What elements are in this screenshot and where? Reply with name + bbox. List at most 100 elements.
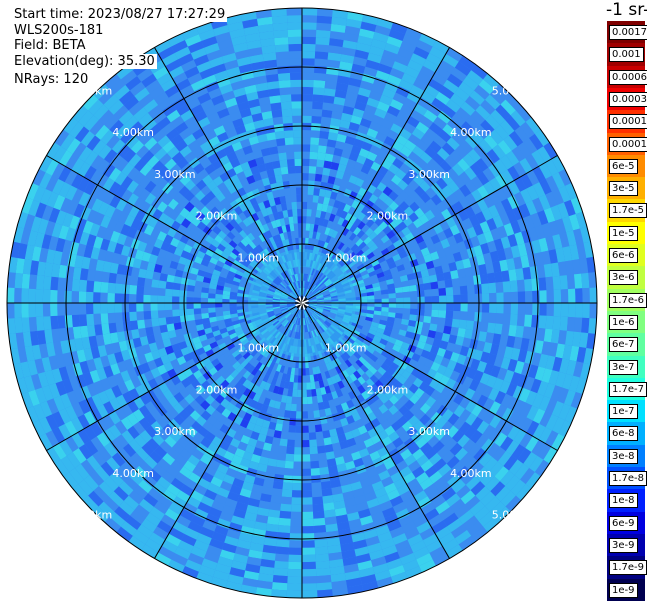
field-cell — [223, 282, 232, 288]
field-cell — [349, 381, 358, 391]
field-cell — [352, 257, 361, 265]
field-cell — [247, 364, 256, 374]
field-cell — [273, 309, 282, 314]
field-cell — [374, 294, 382, 300]
field-cell — [323, 321, 331, 328]
field-cell — [302, 144, 311, 152]
field-cell — [509, 280, 518, 293]
field-cell — [308, 316, 313, 324]
field-cell — [322, 233, 329, 242]
field-cell — [309, 304, 317, 307]
field-cell — [356, 393, 365, 404]
colorbar-tick-label: 1.7e-5 — [609, 203, 647, 219]
field-cell — [268, 213, 276, 222]
field-cell — [324, 304, 332, 307]
field-cell — [305, 230, 310, 238]
field-cell — [302, 482, 312, 491]
field-cell — [200, 307, 209, 314]
field-cell — [278, 445, 287, 454]
field-cell — [296, 396, 302, 405]
range-ring-label: 3.00km — [154, 168, 196, 181]
field-cell — [289, 294, 296, 299]
field-cell — [437, 280, 446, 289]
field-cell — [388, 303, 397, 308]
field-cell — [225, 374, 235, 384]
field-cell — [36, 316, 45, 331]
field-cell — [285, 144, 295, 153]
field-cell — [285, 453, 295, 462]
field-cell — [234, 390, 243, 400]
field-cell — [545, 276, 554, 291]
field-cell — [277, 210, 284, 220]
field-cell — [107, 282, 116, 294]
field-cell — [372, 350, 381, 359]
field-cell — [280, 166, 289, 175]
field-cell — [320, 372, 327, 381]
field-cell — [192, 336, 201, 345]
field-cell — [214, 234, 224, 244]
field-cell — [237, 332, 246, 340]
field-cell — [250, 375, 259, 385]
field-cell — [353, 246, 362, 255]
field-cell — [298, 368, 302, 376]
field-cell — [281, 308, 289, 313]
field-cell — [302, 108, 313, 116]
field-cell — [381, 298, 389, 303]
field-cell — [219, 327, 228, 335]
field-cell — [78, 291, 87, 303]
field-cell — [272, 306, 281, 310]
field-cell — [343, 351, 351, 360]
field-cell — [287, 297, 295, 301]
field-cell — [310, 314, 317, 322]
field-cell — [273, 400, 281, 410]
field-cell — [312, 366, 318, 375]
field-cell — [364, 263, 374, 271]
field-cell — [285, 239, 290, 247]
field-cell — [287, 568, 302, 577]
field-cell — [303, 310, 306, 318]
field-cell — [304, 288, 307, 296]
field-cell — [395, 297, 404, 303]
field-cell — [275, 289, 283, 294]
field-cell — [458, 277, 467, 287]
field-cell — [360, 270, 369, 277]
field-cell — [323, 307, 331, 311]
field-cell — [582, 287, 590, 303]
field-cell — [303, 288, 306, 296]
field-cell — [304, 288, 309, 296]
field-cell — [85, 303, 94, 315]
field-cell — [347, 356, 356, 365]
field-cell — [402, 313, 410, 320]
field-cell — [573, 317, 583, 333]
field-cell — [288, 284, 294, 291]
field-cell — [368, 342, 378, 351]
field-cell — [298, 288, 301, 296]
field-cell — [387, 375, 398, 386]
field-cell — [305, 324, 309, 333]
field-cell — [179, 309, 188, 316]
field-cell — [304, 310, 308, 318]
field-cell — [307, 324, 312, 332]
field-cell — [362, 259, 372, 267]
field-cell — [302, 411, 309, 419]
field-cell — [331, 299, 339, 302]
field-cell — [358, 252, 367, 261]
field-cell — [193, 308, 202, 315]
field-cell — [311, 482, 322, 491]
field-cell — [312, 313, 318, 320]
field-cell — [394, 258, 404, 267]
field-cell — [302, 590, 318, 598]
field-cell — [328, 313, 337, 318]
field-cell — [288, 554, 302, 563]
field-cell — [143, 303, 151, 312]
field-cell — [345, 221, 354, 231]
field-cell — [539, 303, 547, 316]
field-cell — [209, 341, 219, 349]
field-cell — [218, 255, 227, 264]
field-cell — [316, 582, 333, 591]
field-cell — [268, 198, 276, 207]
field-cell — [287, 296, 295, 301]
field-cell — [239, 367, 248, 377]
field-cell — [280, 202, 288, 211]
field-cell — [380, 234, 390, 244]
